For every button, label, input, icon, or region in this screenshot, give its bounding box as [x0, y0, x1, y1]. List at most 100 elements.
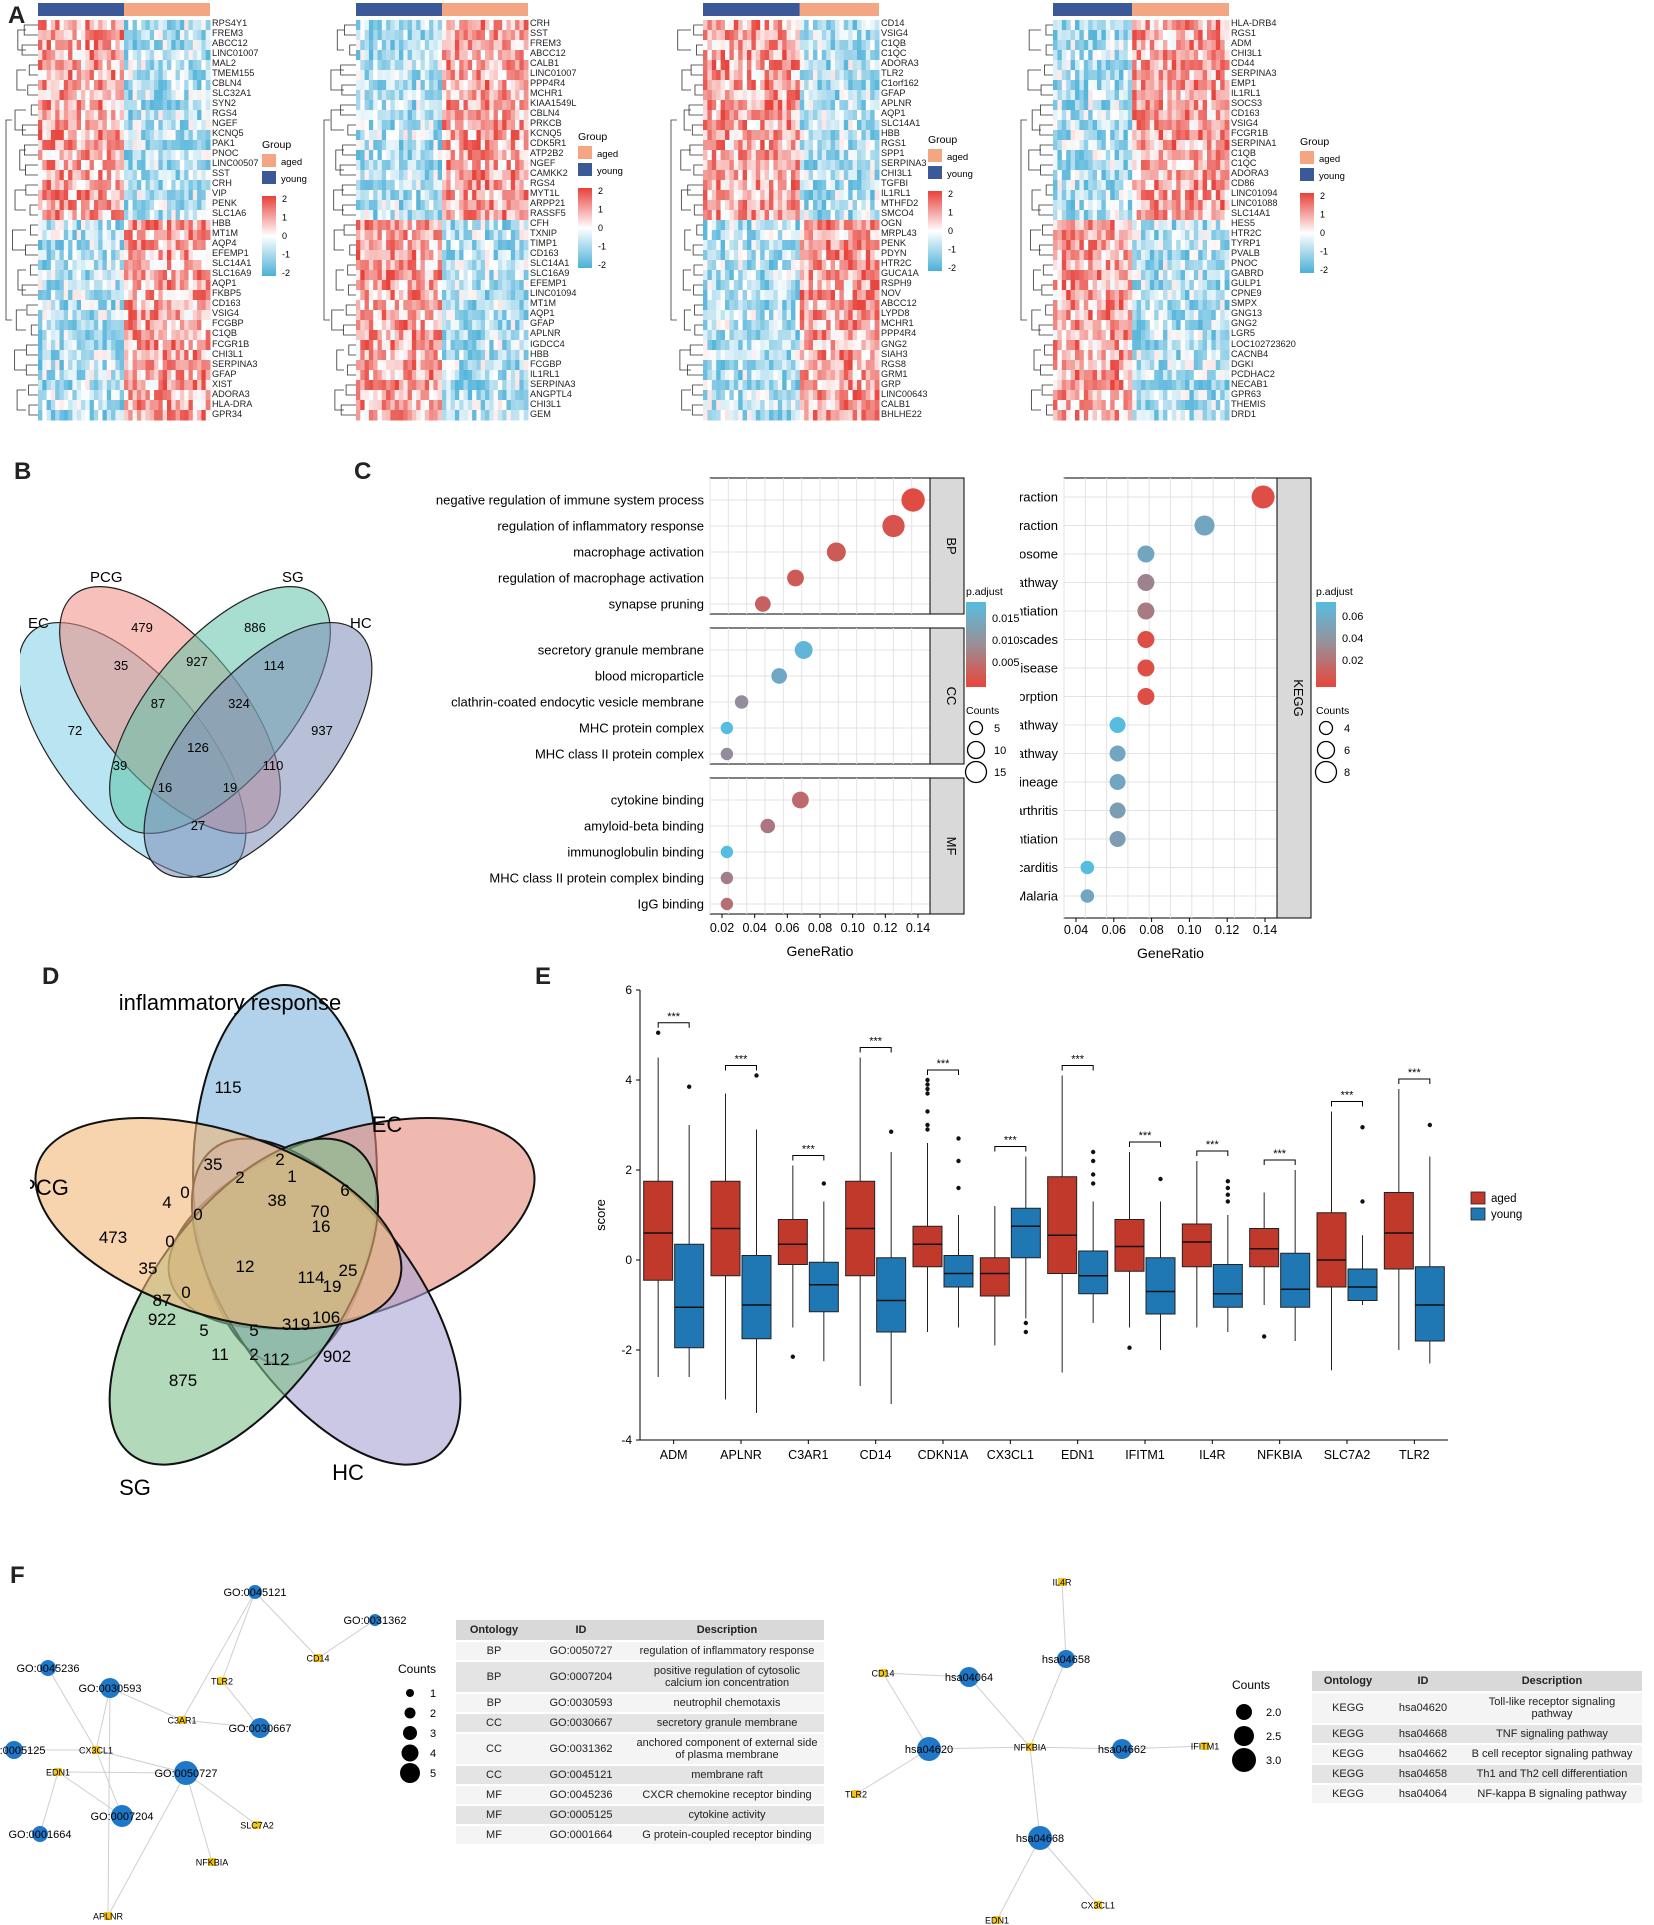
heatmap-cell: [149, 90, 155, 101]
heatmap-gene-label: FCGR1B: [212, 338, 250, 349]
heatmap-cell: [111, 220, 116, 231]
heatmap-cell: [821, 70, 827, 81]
heatmap-cell: [373, 310, 378, 321]
heatmap-cell: [93, 140, 99, 151]
heatmap-cell: [804, 290, 810, 301]
heatmap-cell: [733, 150, 739, 161]
heatmap-cell: [485, 190, 490, 201]
heatmap-cell: [141, 320, 146, 331]
heatmap-cell: [98, 200, 103, 211]
heatmap-cell: [63, 350, 69, 361]
heatmap-cell: [55, 220, 60, 231]
heatmap-cell: [93, 320, 99, 331]
heatmap-cell: [407, 40, 413, 51]
heatmap-cell: [46, 140, 52, 151]
heatmap-cell: [188, 380, 194, 391]
heatmap-cell: [764, 350, 770, 361]
heatmap-cell: [102, 410, 108, 421]
heatmap-cell: [852, 90, 858, 101]
heatmap-cell: [424, 390, 430, 401]
heatmap-cell: [804, 340, 810, 351]
heatmap-cell: [769, 280, 774, 291]
heatmap-cell: [205, 240, 211, 251]
heatmap-cell: [149, 70, 155, 81]
heatmap-cell: [360, 400, 366, 411]
heatmap-cell: [184, 130, 189, 141]
heatmap-cell: [85, 380, 91, 391]
heatmap-cell: [769, 30, 774, 41]
heatmap-cell: [472, 210, 477, 221]
heatmap-cell: [416, 390, 421, 401]
heatmap-cell: [830, 120, 836, 131]
heatmap-cell: [416, 210, 421, 221]
heatmap-cell: [786, 340, 792, 351]
heatmap-cell: [188, 270, 194, 281]
heatmap-cell: [733, 220, 739, 231]
color-scale-tick: -2: [948, 263, 956, 273]
heatmap-cell: [399, 90, 404, 101]
heatmap-cell: [85, 70, 91, 81]
heatmap-cell: [782, 70, 788, 81]
heatmap-cell: [808, 280, 814, 291]
heatmap-cell: [141, 190, 146, 201]
heatmap-cell: [707, 220, 713, 231]
heatmap-cell: [826, 340, 832, 351]
heatmap-cell: [857, 330, 862, 341]
heatmap-cell: [403, 200, 409, 211]
heatmap-cell: [480, 250, 486, 261]
heatmap-cell: [145, 320, 151, 331]
heatmap-cell: [373, 160, 378, 171]
heatmap-cell: [472, 370, 477, 381]
heatmap-cell: [59, 400, 65, 411]
heatmap-cell: [377, 210, 383, 221]
heatmap-cell: [786, 360, 792, 371]
heatmap-cell: [738, 300, 744, 311]
heatmap-cell: [485, 90, 490, 101]
legend-label-young: young: [281, 174, 307, 185]
heatmap-cell: [128, 380, 134, 391]
heatmap-cell: [808, 120, 814, 131]
heatmap-cell: [510, 380, 516, 391]
heatmap-cell: [799, 380, 805, 391]
heatmap-cell: [467, 140, 473, 151]
heatmap-cell: [59, 200, 65, 211]
heatmap-cell: [755, 370, 761, 381]
heatmap-cell: [442, 220, 447, 231]
heatmap-cell: [55, 90, 60, 101]
heatmap-cell: [795, 110, 801, 121]
heatmap-cell: [424, 340, 430, 351]
heatmap-cell: [489, 130, 495, 141]
heatmap-cell: [386, 240, 391, 251]
heatmap-cell: [786, 140, 792, 151]
heatmap-cell: [472, 170, 477, 181]
heatmap-cell: [136, 70, 142, 81]
heatmap-cell: [106, 310, 112, 321]
heatmap-cell: [158, 200, 164, 211]
heatmap-cell: [128, 160, 134, 171]
heatmap-cell: [46, 110, 52, 121]
heatmap-cell: [791, 220, 796, 231]
heatmap-cell: [437, 150, 443, 161]
heatmap-cell: [420, 280, 426, 291]
heatmap-cell: [205, 20, 211, 31]
heatmap-cell: [720, 340, 726, 351]
heatmap-cell: [167, 260, 172, 271]
heatmap-cell: [145, 250, 151, 261]
heatmap-cell: [843, 170, 849, 181]
heatmap-cell: [843, 400, 849, 411]
heatmap-cell: [738, 350, 744, 361]
heatmap-cell: [454, 180, 460, 191]
heatmap-cell: [89, 170, 95, 181]
heatmap-cell: [154, 180, 159, 191]
heatmap-cell: [795, 220, 801, 231]
heatmap-cell: [50, 330, 56, 341]
heatmap-cell: [433, 260, 439, 271]
heatmap-cell: [510, 230, 516, 241]
heatmap-cell: [874, 320, 880, 331]
heatmap-cell: [865, 120, 871, 131]
heatmap-cell: [467, 180, 473, 191]
heatmap-cell: [149, 240, 155, 251]
heatmap-cell: [782, 210, 788, 221]
heatmap-cell: [861, 120, 867, 131]
heatmap-cell: [450, 320, 456, 331]
